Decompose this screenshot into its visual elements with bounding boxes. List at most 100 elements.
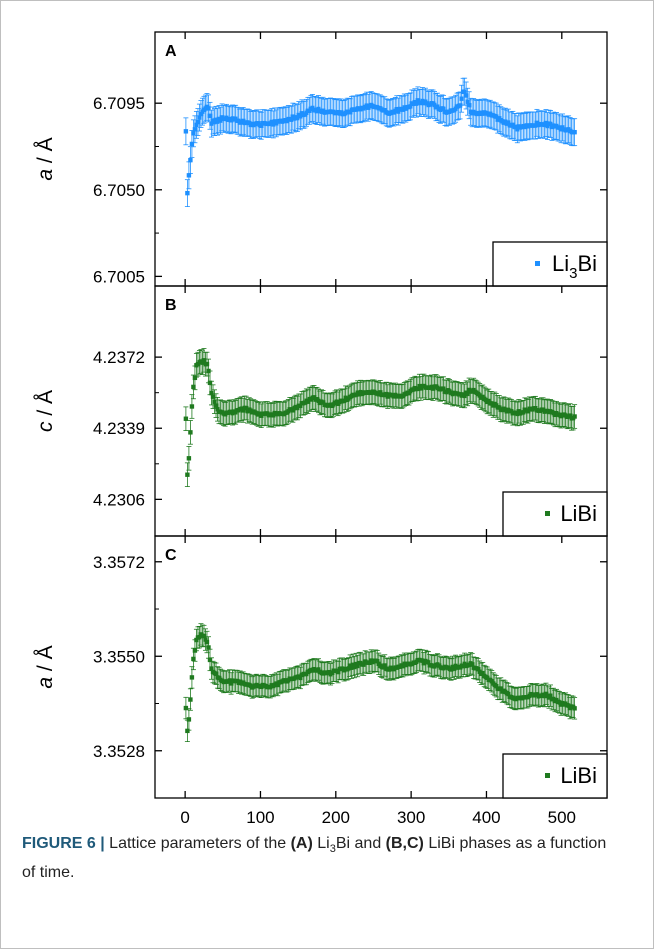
data-point: [367, 660, 372, 666]
data-point: [572, 129, 577, 135]
data-point: [477, 393, 482, 398]
data-point: [533, 123, 538, 128]
data-point: [213, 403, 219, 408]
data-point: [494, 683, 499, 689]
data-point: [572, 414, 577, 419]
data-point: [465, 99, 470, 104]
data-point: [212, 399, 217, 404]
data-point: [191, 384, 196, 390]
series-B: [183, 348, 578, 487]
data-point: [421, 661, 427, 666]
data-point: [298, 675, 303, 681]
data-point: [206, 106, 211, 111]
data-point: [375, 658, 380, 664]
data-point: [209, 121, 214, 126]
data-point: [183, 129, 189, 134]
data-point: [475, 667, 481, 672]
data-point: [311, 395, 317, 400]
data-point: [218, 118, 223, 123]
data-point: [204, 361, 210, 367]
data-point: [408, 104, 413, 109]
data-point: [378, 390, 383, 395]
data-point: [191, 131, 196, 136]
legend-label: LiBi: [560, 501, 597, 526]
panel-label: C: [165, 547, 177, 564]
data-point: [204, 639, 210, 645]
data-point: [567, 413, 573, 418]
y-tick-label: 4.2372: [93, 348, 145, 367]
data-point: [197, 634, 202, 640]
data-point: [361, 662, 366, 667]
data-point: [228, 681, 234, 686]
data-point: [186, 456, 192, 461]
legend: LiBi: [502, 753, 608, 799]
data-point: [572, 706, 577, 711]
data-point: [185, 728, 190, 734]
data-point: [521, 410, 526, 415]
data-point: [415, 98, 421, 103]
legend: Li3Bi: [492, 241, 608, 287]
data-point: [396, 109, 401, 114]
data-point: [269, 119, 274, 125]
data-point: [349, 665, 354, 670]
data-point: [188, 697, 193, 702]
legend-box: [502, 491, 608, 537]
data-point: [426, 660, 431, 665]
data-point: [347, 110, 353, 115]
data-point: [451, 666, 457, 671]
data-point: [432, 102, 437, 108]
data-point: [213, 671, 219, 676]
plot-frame: [154, 535, 608, 799]
data-point: [548, 121, 553, 127]
data-point: [209, 390, 214, 396]
data-point: [185, 190, 190, 196]
legend-label: Li3Bi: [552, 251, 597, 282]
y-tick-label: 6.7005: [93, 267, 145, 286]
data-point: [227, 678, 232, 683]
data-point: [400, 664, 406, 669]
data-point: [415, 386, 421, 392]
data-point: [189, 141, 195, 147]
x-tick-label: 500: [548, 808, 576, 827]
data-point: [183, 705, 189, 711]
data-point: [188, 157, 193, 163]
data-point: [506, 691, 511, 697]
data-point: [545, 123, 550, 129]
data-point: [418, 386, 424, 391]
data-point: [341, 398, 347, 404]
y-axis-label: a / Å: [34, 645, 57, 688]
data-point: [240, 408, 246, 413]
data-point: [275, 682, 280, 688]
y-tick-label: 6.7095: [93, 94, 145, 113]
data-point: [394, 106, 400, 112]
data-point: [463, 93, 469, 98]
data-point: [400, 107, 406, 112]
data-point: [185, 472, 190, 477]
y-tick-label: 6.7050: [93, 181, 145, 200]
data-point: [271, 122, 276, 127]
data-point: [192, 375, 198, 381]
data-point: [382, 663, 387, 668]
legend-box: [492, 241, 608, 287]
data-point: [189, 404, 195, 409]
data-point: [448, 667, 454, 672]
data-point: [513, 124, 519, 130]
data-point: [191, 656, 196, 662]
data-point: [289, 117, 294, 122]
data-point: [435, 104, 440, 109]
data-point: [515, 411, 520, 417]
x-tick-label: 400: [472, 808, 500, 827]
data-point: [215, 407, 220, 412]
data-point: [201, 633, 207, 639]
data-point: [295, 115, 300, 121]
data-point: [194, 637, 199, 643]
data-point: [271, 413, 276, 418]
data-point: [417, 383, 422, 389]
data-point: [486, 398, 491, 404]
caption-label: FIGURE 6 |: [22, 835, 105, 852]
data-point: [290, 408, 296, 413]
data-point: [352, 664, 357, 670]
data-point: [203, 637, 208, 642]
data-point: [209, 666, 214, 671]
data-point: [186, 173, 192, 178]
